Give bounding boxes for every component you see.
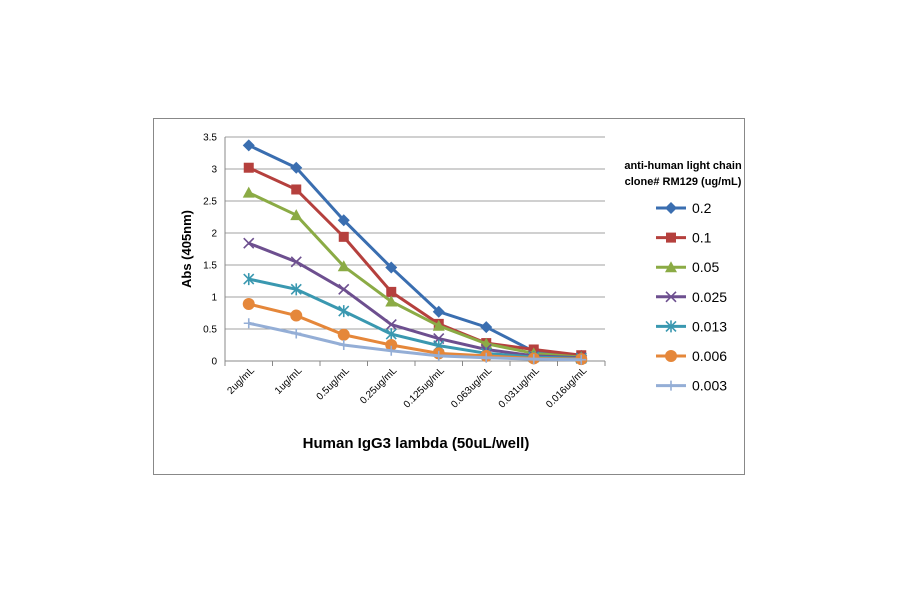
triangle-marker [432,319,445,331]
square-marker [338,231,349,242]
legend-label: 0.05 [692,259,719,275]
square-marker [666,232,676,243]
y-tick-label: 3 [211,165,217,176]
y-tick-label: 2 [211,229,217,240]
circle-marker [385,339,398,351]
x-tick-label: 0.5ug/mL [315,365,353,403]
plus-marker [338,340,349,350]
x-tick-label: 0.063ug/mL [449,365,494,410]
series-line-0.05 [248,191,582,359]
circle-marker [242,298,255,311]
x-tick-label: 2ug/mL [226,365,258,397]
legend-label: 0.006 [692,348,727,364]
plus-marker [528,354,539,365]
diamond-marker [385,261,398,274]
y-tick-label: 3.5 [203,133,217,144]
star-marker [290,283,302,296]
y-tick-label: 0 [211,357,217,368]
legend-label: 0.025 [692,289,727,305]
x-tick-label: 0.25ug/mL [358,365,400,407]
legend-title: clone# RM129 (ug/mL) [625,176,742,188]
square-marker [243,162,254,173]
star-marker [385,328,397,341]
square-marker [291,184,302,195]
series-line-0.025 [248,241,582,360]
y-tick-label: 2.5 [203,197,217,208]
plus-marker [433,350,444,361]
diamond-marker [432,305,445,318]
plus-marker [666,380,676,391]
plus-marker [576,354,587,365]
triangle-marker [385,295,398,307]
triangle-marker [242,186,255,198]
plus-marker [386,345,397,356]
circle-marker [337,328,350,341]
x-tick-label: 1ug/mL [273,365,305,397]
y-tick-label: 1.5 [203,261,217,272]
diamond-marker [480,321,493,334]
x-marker [290,256,302,268]
diamond-marker [337,214,350,227]
y-axis-title: Abs (405nm) [179,210,194,288]
diamond-marker [665,202,677,214]
x-marker [665,291,677,303]
diamond-marker [242,139,255,152]
circle-marker [665,350,677,362]
square-marker [386,286,397,297]
triangle-marker [665,261,677,273]
series-line-0.2 [248,143,582,358]
x-tick-label: 0.125ug/mL [402,365,447,410]
x-tick-label: 0.031ug/mL [497,365,542,410]
star-marker [243,273,255,286]
legend-title: anti-human light chain [624,160,742,172]
circle-marker [290,309,303,322]
x-tick-label: 0.016ug/mL [544,365,589,410]
x-marker [243,237,255,249]
star-marker [665,320,677,333]
y-tick-label: 0.5 [203,325,217,336]
legend-label: 0.2 [692,200,712,216]
series-line-0.1 [248,166,582,357]
x-marker [338,283,350,295]
legend-label: 0.003 [692,378,727,394]
x-marker [385,318,397,331]
chart-frame [153,118,745,475]
star-marker [338,305,350,318]
legend-label: 0.1 [692,230,712,246]
plus-marker [243,318,254,329]
series-line-0.003 [248,321,582,362]
triangle-marker [290,209,303,221]
y-tick-label: 1 [211,293,217,304]
legend-label: 0.013 [692,318,727,334]
triangle-marker [337,260,350,272]
plus-marker [481,352,492,363]
x-axis-title: Human IgG3 lambda (50uL/well) [303,435,530,452]
plus-marker [291,328,302,339]
diamond-marker [290,161,303,174]
